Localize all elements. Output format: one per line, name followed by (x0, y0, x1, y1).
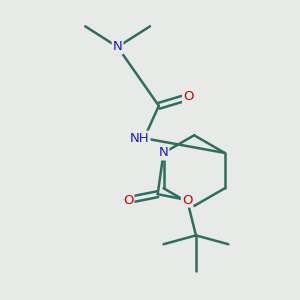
Text: O: O (183, 91, 194, 103)
Text: NH: NH (130, 132, 149, 145)
Text: N: N (159, 146, 168, 159)
Text: O: O (123, 194, 134, 207)
Text: N: N (113, 40, 122, 53)
Text: O: O (182, 194, 192, 207)
